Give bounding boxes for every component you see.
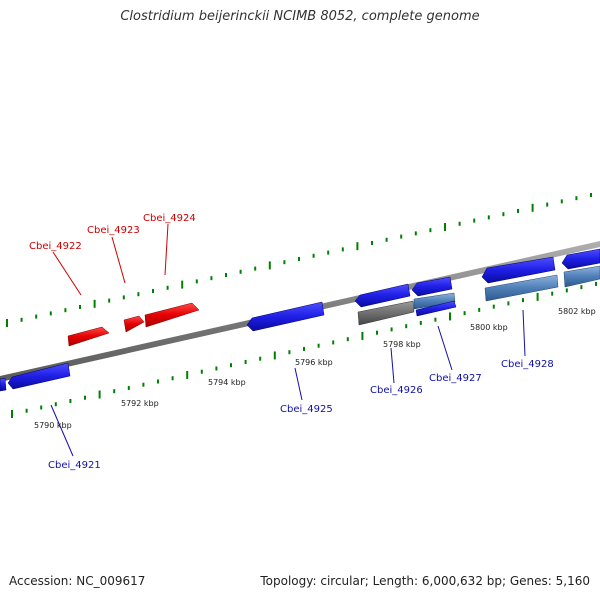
scale-label-5802: 5802 kbp xyxy=(558,307,596,316)
gene-arrow-cbei-4927[interactable] xyxy=(415,300,457,317)
gene-label-cbei-4922[interactable]: Cbei_4922 xyxy=(29,241,82,252)
leader-line-cbei-4924 xyxy=(164,223,169,276)
gene-label-cbei-4923[interactable]: Cbei_4923 xyxy=(87,225,140,236)
gene-label-cbei-4927[interactable]: Cbei_4927 xyxy=(429,373,482,384)
gene-arrow-cbei-4926-upper[interactable] xyxy=(354,283,411,308)
footer-accession: Accession: NC_009617 xyxy=(9,574,146,588)
gene-label-cbei-4924[interactable]: Cbei_4924 xyxy=(143,213,196,224)
scale-label-5794: 5794 kbp xyxy=(208,378,246,387)
gene-label-cbei-4925[interactable]: Cbei_4925 xyxy=(280,404,333,415)
forward-leader-lines xyxy=(52,223,169,296)
leader-line-cbei-4927 xyxy=(437,325,453,371)
gene-arrow-cbei-4923[interactable] xyxy=(123,315,145,333)
gene-arrow-cbei-4922[interactable] xyxy=(67,326,110,347)
leader-line-cbei-4921 xyxy=(50,404,74,457)
gene-arrow-cbei-4925[interactable] xyxy=(246,301,325,332)
gene-arrow-rna-small[interactable] xyxy=(413,292,456,310)
map-title: Clostridium beijerinckii NCIMB 8052, com… xyxy=(120,9,480,24)
leader-line-cbei-4923 xyxy=(111,236,126,284)
gene-arrow-partial-left[interactable] xyxy=(0,377,7,392)
gene-arrow-cbei-4926[interactable] xyxy=(357,300,415,326)
gene-arrow-cbei-4928[interactable] xyxy=(484,274,559,302)
reverse-tick-ruler xyxy=(11,281,597,418)
gene-arrow-right-lower[interactable] xyxy=(563,265,600,288)
footer-summary: Topology: circular; Length: 6,000,632 bp… xyxy=(260,574,590,588)
scale-label-5796: 5796 kbp xyxy=(295,358,333,367)
leader-line-cbei-4928 xyxy=(522,309,526,357)
leader-line-cbei-4922 xyxy=(52,251,82,296)
scale-label-5800: 5800 kbp xyxy=(470,323,508,332)
gene-arrow-cbei-4928-upper[interactable] xyxy=(481,256,556,284)
leader-line-cbei-4926 xyxy=(390,347,395,384)
scale-label-5792: 5792 kbp xyxy=(121,399,159,408)
gene-arrow-cbei-4927-upper[interactable] xyxy=(411,276,453,297)
scale-label-5790: 5790 kbp xyxy=(34,421,72,430)
reverse-leader-lines xyxy=(50,309,526,457)
gene-arrow-cbei-4921[interactable] xyxy=(7,362,71,390)
gene-arrow-right-upper[interactable] xyxy=(561,248,600,270)
gene-label-cbei-4921[interactable]: Cbei_4921 xyxy=(48,460,101,471)
scale-label-5798: 5798 kbp xyxy=(383,340,421,349)
leader-line-cbei-4925 xyxy=(294,367,303,401)
forward-tick-ruler xyxy=(6,192,592,327)
gene-label-cbei-4928[interactable]: Cbei_4928 xyxy=(501,359,554,370)
gene-arrow-cbei-4924[interactable] xyxy=(144,302,200,328)
gene-label-cbei-4926[interactable]: Cbei_4926 xyxy=(370,385,423,396)
